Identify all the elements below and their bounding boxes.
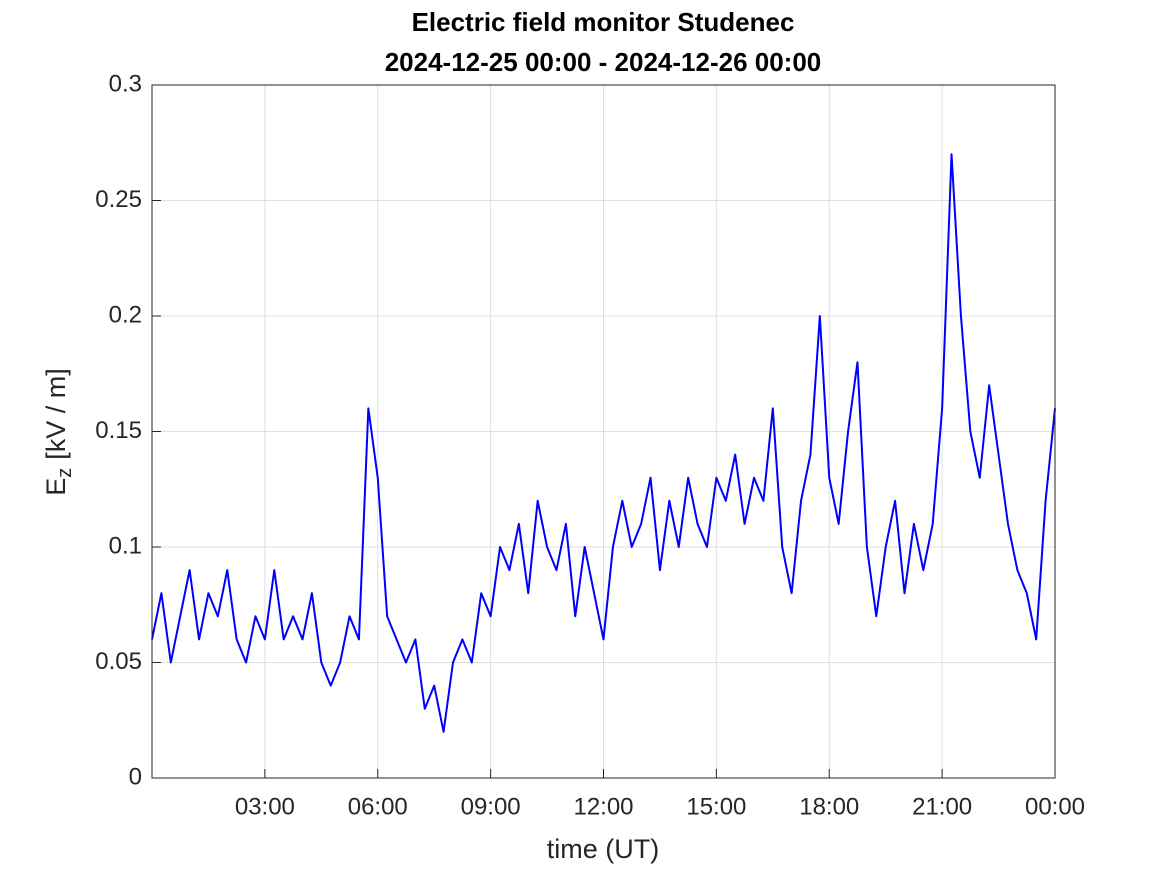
x-tick-label: 18:00 <box>799 793 859 820</box>
chart-subtitle: 2024-12-25 00:00 - 2024-12-26 00:00 <box>385 47 822 77</box>
x-tick-label: 00:00 <box>1025 793 1085 820</box>
x-tick-label: 06:00 <box>348 793 408 820</box>
y-label-unit: [kV / m] <box>41 368 71 460</box>
y-tick-label: 0 <box>129 763 142 790</box>
data-line <box>151 153 1056 733</box>
x-tick-label: 21:00 <box>912 793 972 820</box>
x-tick-label: 03:00 <box>235 793 295 820</box>
y-tick-label: 0.15 <box>95 417 142 444</box>
axes-frame <box>151 84 1056 779</box>
y-tick-label: 0.2 <box>109 301 142 328</box>
y-tick-label: 0.05 <box>95 648 142 675</box>
x-tick-label: 09:00 <box>461 793 521 820</box>
y-tick-label: 0.3 <box>109 70 142 97</box>
x-tick-label: 15:00 <box>686 793 746 820</box>
y-tick-label: 0.25 <box>95 186 142 213</box>
y-tick-label: 0.1 <box>109 532 142 559</box>
x-axis-label: time (UT) <box>547 834 659 864</box>
y-label-main: E <box>41 478 71 496</box>
chart-title: Electric field monitor Studenec <box>412 7 795 37</box>
x-tick-label: 12:00 <box>573 793 633 820</box>
y-label-subscript: z <box>54 468 76 478</box>
y-axis-label: Ez [kV / m] <box>41 368 76 496</box>
